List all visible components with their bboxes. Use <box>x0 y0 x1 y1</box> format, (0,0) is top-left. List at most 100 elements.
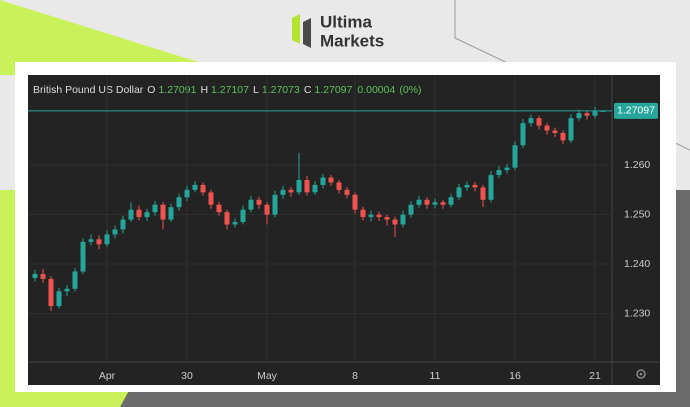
candle-body <box>576 113 582 119</box>
header-item: L <box>253 84 259 96</box>
candle-body <box>536 118 542 126</box>
candle-body <box>296 179 302 193</box>
candle-body <box>528 118 534 124</box>
candle-body <box>264 204 270 215</box>
candle-body <box>456 187 462 198</box>
candle-body <box>56 291 62 307</box>
candle-body <box>520 123 526 146</box>
candle-body <box>512 145 518 168</box>
y-tick-label: 1.240 <box>624 258 650 270</box>
candle-body <box>320 177 326 185</box>
candle-body <box>472 184 478 188</box>
candle-body <box>208 192 214 205</box>
candle-body <box>432 202 438 205</box>
x-tick-label: 21 <box>589 370 601 382</box>
candle-body <box>344 189 350 195</box>
y-tick-label: 1.230 <box>624 307 650 319</box>
chart-header: British Pound US Dollar O 1.27091 H 1.27107 L… <box>33 84 422 96</box>
candle-body <box>144 212 150 218</box>
candle-body <box>440 202 446 205</box>
x-tick-label: 30 <box>181 370 193 382</box>
candle-body <box>480 187 486 200</box>
header-item: British Pound US Dollar <box>33 84 144 96</box>
candle-body <box>136 209 142 218</box>
header-item: (0%) <box>399 84 421 96</box>
candle-body <box>112 229 118 235</box>
header-item: O <box>147 84 155 96</box>
candle-body <box>400 214 406 225</box>
candle-body <box>272 194 278 215</box>
x-tick-label: 16 <box>509 370 521 382</box>
candle-body <box>128 209 134 220</box>
candle-body <box>96 239 102 245</box>
logo: Ultima Markets <box>292 12 384 50</box>
candle-body <box>488 175 494 200</box>
chart-panel <box>28 75 660 385</box>
candle-body <box>184 189 190 198</box>
candle-body <box>464 184 470 188</box>
header-item: 1.27107 <box>211 84 249 96</box>
candle-body <box>152 204 158 213</box>
x-tick-label: May <box>257 370 278 382</box>
candle-body <box>312 184 318 193</box>
candle-body <box>560 133 566 141</box>
x-tick-label: 8 <box>352 370 358 382</box>
header-item: H <box>200 84 208 96</box>
candle-body <box>240 209 246 223</box>
candle-body <box>584 113 590 116</box>
candle-body <box>384 217 390 220</box>
candle-body <box>168 207 174 220</box>
candle-body <box>592 111 598 116</box>
logo-text: Markets <box>320 31 384 50</box>
candle-body <box>328 177 334 183</box>
accent-top <box>0 0 240 75</box>
candle-body <box>64 288 70 292</box>
candle-body <box>280 189 286 195</box>
candle-body <box>232 222 238 225</box>
candle-body <box>424 199 430 205</box>
header-item: 0.00004 <box>357 84 395 96</box>
candle-body <box>216 204 222 213</box>
candle-body <box>376 214 382 218</box>
candle-body <box>248 199 254 210</box>
candle-body <box>304 179 310 193</box>
candle-body <box>360 209 366 218</box>
last-price-label: 1.27097 <box>617 105 655 117</box>
candle-body <box>224 212 230 225</box>
x-tick-label: Apr <box>99 370 116 382</box>
candle-body <box>32 273 38 278</box>
candle-body <box>448 197 454 205</box>
logo-mark <box>303 18 311 48</box>
candle-body <box>288 189 294 193</box>
candle-body <box>552 130 558 134</box>
candle-body <box>408 204 414 215</box>
settings-icon[interactable] <box>636 369 646 379</box>
candle-body <box>392 219 398 225</box>
candle-body <box>40 273 46 279</box>
candle-body <box>72 271 78 289</box>
logo-text: Ultima <box>320 12 373 31</box>
candle-body <box>160 204 166 220</box>
candle-body <box>192 184 198 190</box>
header-item: C <box>304 84 312 96</box>
candle-body <box>336 182 342 190</box>
candle-body <box>368 214 374 218</box>
candle-body <box>88 239 94 242</box>
y-tick-label: 1.260 <box>624 159 650 171</box>
candle-body <box>176 197 182 208</box>
candle-body <box>416 199 422 205</box>
candle-body <box>104 234 110 245</box>
header-item: 1.27097 <box>314 84 352 96</box>
candle-body <box>80 241 86 272</box>
candle-body <box>504 167 510 171</box>
candle-body <box>200 184 206 193</box>
header-item: 1.27091 <box>158 84 196 96</box>
candle-body <box>48 278 54 307</box>
candle-body <box>568 118 574 141</box>
candle-body <box>256 199 262 205</box>
logo-mark <box>292 14 300 44</box>
candle-body <box>496 170 502 176</box>
candle-body <box>120 219 126 230</box>
last-price-tag <box>614 102 658 119</box>
